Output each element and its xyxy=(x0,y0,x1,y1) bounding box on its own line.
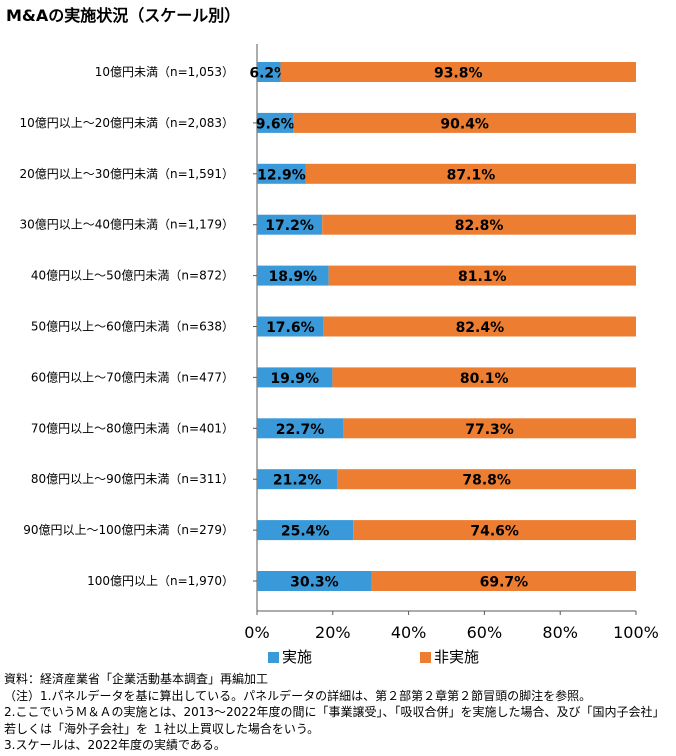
data-label-not-implemented: 82.4% xyxy=(456,320,505,336)
data-label-implemented: 21.2% xyxy=(273,473,322,489)
data-label-implemented: 22.7% xyxy=(276,422,325,438)
chart-notes: 資料：経済産業省「企業活動基本調査」再編加工 （注）1.パネルデータを基に算出し… xyxy=(4,671,672,754)
category-label: 90億円以上～100億円未満（n=279） xyxy=(23,523,234,537)
bar-not-implemented xyxy=(353,520,636,541)
bar-implemented xyxy=(257,469,338,490)
bar-implemented xyxy=(257,214,323,235)
category-label: 20億円以上～30億円未満（n=1,591） xyxy=(19,167,234,181)
bar-implemented xyxy=(257,520,354,541)
category-label: 80億円以上～90億円未満（n=311） xyxy=(31,472,234,486)
data-label-implemented: 25.4% xyxy=(281,524,330,540)
legend-label: 非実施 xyxy=(434,648,479,666)
data-label-not-implemented: 80.1% xyxy=(460,371,509,387)
bar-implemented xyxy=(257,112,294,133)
category-label: 50億円以上～60億円未満（n=638） xyxy=(31,320,234,334)
data-label-implemented: 18.9% xyxy=(269,269,318,285)
data-label-not-implemented: 69.7% xyxy=(480,575,529,591)
stacked-bar-chart: 10億円未満（n=1,053） 6.2% 93.8% 10億円以上～20億円未満（n=… xyxy=(19,44,659,666)
data-label-not-implemented: 81.1% xyxy=(458,269,507,285)
bar-implemented xyxy=(257,418,344,439)
data-label-implemented: 9.6% xyxy=(256,116,295,132)
source-note: 資料：経済産業省「企業活動基本調査」再編加工 xyxy=(4,672,269,686)
x-tick-label: 80% xyxy=(542,623,578,642)
category-label: 30億円以上～40億円未満（n=1,179） xyxy=(19,218,234,232)
x-tick-label: 40% xyxy=(391,623,427,642)
category-label: 70億円以上～80億円未満（n=401） xyxy=(31,421,234,435)
bar-not-implemented xyxy=(332,367,636,388)
legend-swatch xyxy=(268,652,279,663)
bar-implemented xyxy=(257,367,333,388)
bar-implemented xyxy=(257,316,324,337)
data-label-implemented: 30.3% xyxy=(290,575,339,591)
bar-not-implemented xyxy=(323,316,636,337)
data-label-implemented: 19.9% xyxy=(270,371,319,387)
data-label-not-implemented: 90.4% xyxy=(440,116,489,132)
x-tick-label: 20% xyxy=(315,623,351,642)
legend-label: 実施 xyxy=(282,648,312,666)
data-label-not-implemented: 93.8% xyxy=(434,66,483,82)
note-1: （注）1.パネルデータを基に算出している。パネルデータの詳細は、第２部第２章第２… xyxy=(4,688,592,703)
x-tick-label: 100% xyxy=(613,623,659,642)
note-2: 2.ここでいうＭ＆Ａの実施とは、2013～2022年度の間に「事業譲受」、「吸収… xyxy=(4,705,665,736)
bar-not-implemented xyxy=(293,112,636,133)
bar-implemented xyxy=(257,163,306,184)
bar-not-implemented xyxy=(337,469,636,490)
bar-not-implemented xyxy=(305,163,636,184)
data-label-not-implemented: 77.3% xyxy=(465,422,514,438)
data-label-not-implemented: 82.8% xyxy=(455,218,504,234)
data-label-not-implemented: 87.1% xyxy=(447,167,496,183)
category-label: 10億円未満（n=1,053） xyxy=(95,65,234,79)
bar-implemented xyxy=(257,571,372,591)
category-label: 60億円以上～70億円未満（n=477） xyxy=(31,370,234,384)
bar-not-implemented xyxy=(343,418,636,439)
category-label: 10億円以上～20億円未満（n=2,083） xyxy=(19,116,234,130)
x-tick-label: 60% xyxy=(467,623,503,642)
bar-not-implemented xyxy=(280,62,636,82)
bar-implemented xyxy=(257,265,329,286)
x-tick-label: 0% xyxy=(244,623,269,642)
bar-not-implemented xyxy=(328,265,636,286)
data-label-implemented: 17.6% xyxy=(266,320,315,336)
data-label-not-implemented: 78.8% xyxy=(462,473,511,489)
category-label: 40億円以上～50億円未満（n=872） xyxy=(31,269,234,283)
data-label-implemented: 12.9% xyxy=(257,167,306,183)
bar-implemented xyxy=(257,62,281,82)
bar-not-implemented xyxy=(322,214,636,235)
category-label: 100億円以上（n=1,970） xyxy=(87,574,234,588)
bar-not-implemented xyxy=(371,571,636,591)
note-3: 3.スケールは、2022年度の実績である。 xyxy=(4,738,226,752)
legend-swatch xyxy=(420,652,431,663)
data-label-implemented: 17.2% xyxy=(265,218,314,234)
data-label-implemented: 6.2% xyxy=(249,66,288,82)
data-label-not-implemented: 74.6% xyxy=(470,524,519,540)
chart-title: M&Aの実施状況（スケール別） xyxy=(6,6,241,25)
